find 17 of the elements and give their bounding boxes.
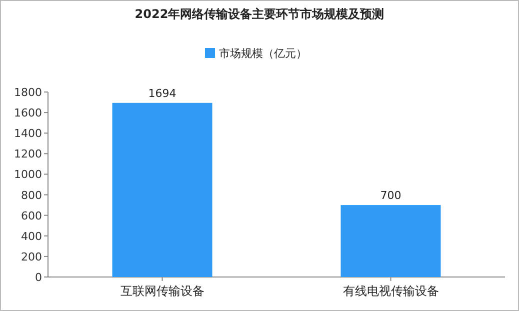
y-tick-label: 1800 xyxy=(14,86,42,99)
y-tick-label: 600 xyxy=(21,209,42,222)
data-label: 1694 xyxy=(148,86,176,100)
y-tick-label: 1000 xyxy=(14,168,42,182)
y-tick-label: 1600 xyxy=(14,106,42,120)
y-tick-label: 800 xyxy=(21,188,42,202)
x-tick-label: 有线电视传输设备 xyxy=(342,284,439,298)
y-tick-label: 1200 xyxy=(14,148,42,161)
axis-y: 0 200 400 600 800 1000 1200 1400 1600 1800 xyxy=(14,86,48,284)
y-tick-label: 200 xyxy=(21,250,42,264)
y-tick-label: 0 xyxy=(35,271,42,284)
data-label: 700 xyxy=(380,189,402,202)
chart-title: 2022年网络传输设备主要环节市场规模及预测 xyxy=(134,7,384,21)
y-tick-label: 1400 xyxy=(14,127,42,140)
legend-label: 市场规模（亿元） xyxy=(219,47,307,60)
x-tick-label: 互联网传输设备 xyxy=(120,284,204,298)
y-tick-label: 400 xyxy=(21,230,42,243)
